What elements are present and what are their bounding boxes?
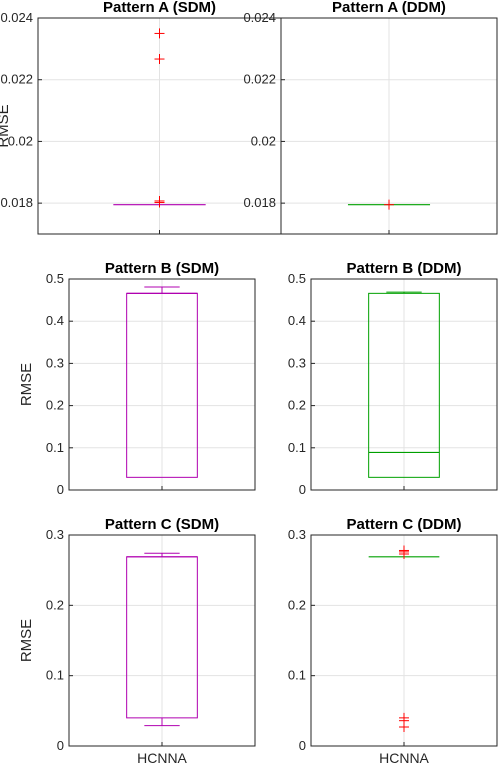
- y-tick-label: 0.022: [243, 72, 276, 87]
- chart-title: Pattern C (SDM): [105, 516, 219, 533]
- y-tick-label: 0.3: [46, 355, 64, 370]
- y-tick-label: 0.5: [46, 271, 64, 286]
- chart-title: Pattern B (SDM): [105, 260, 219, 277]
- y-tick-label: 0.1: [46, 440, 64, 455]
- y-tick-label: 0.02: [8, 133, 33, 148]
- y-axis-label: RMSE: [18, 619, 35, 662]
- y-tick-label: 0.4: [46, 313, 64, 328]
- y-tick-label: 0.5: [288, 271, 306, 286]
- outlier-marker: [154, 195, 165, 206]
- chart-panel-6: 0 0.1 0.2 0.3 Pattern C (DDM) HCNNA: [288, 516, 498, 766]
- y-tick-label: 0.2: [288, 597, 306, 612]
- y-axis-label: RMSE: [0, 104, 12, 147]
- y-tick-label: 0.3: [288, 527, 306, 542]
- y-tick-label: 0.1: [288, 440, 306, 455]
- y-axis-label: RMSE: [18, 363, 35, 406]
- x-axis-label: HCNNA: [379, 750, 429, 766]
- y-tick-label: 0.018: [243, 195, 276, 210]
- y-tick-label: 0.3: [288, 355, 306, 370]
- chart-title: Pattern C (DDM): [347, 516, 462, 533]
- chart-panel-1: 0.018 0.02 0.022 0.024 Pattern A (SDM) RMSE: [0, 0, 282, 235]
- y-tick-label: 0.2: [46, 398, 64, 413]
- outlier-marker: [154, 54, 165, 65]
- y-tick-label: 0.2: [46, 597, 64, 612]
- outlier-marker: [399, 545, 409, 556]
- y-tick-label: 0.2: [288, 398, 306, 413]
- chart-title: Pattern A (DDM): [332, 0, 446, 16]
- chart-title: Pattern A (SDM): [103, 0, 216, 16]
- chart-panel-4: 0 0.1 0.2 0.3 0.4 0.5 Pattern B (DDM): [288, 260, 498, 497]
- y-tick-label: 0.02: [251, 133, 276, 148]
- y-tick-label: 0: [57, 738, 64, 753]
- y-tick-label: 0.024: [243, 10, 276, 25]
- chart-panel-3: 0 0.1 0.2 0.3 0.4 0.5 Pattern B (SDM) RMSE: [18, 260, 256, 497]
- y-tick-label: 0.1: [288, 668, 306, 683]
- y-tick-label: 0: [299, 482, 306, 497]
- box-iqr: [368, 292, 440, 478]
- outlier-marker: [154, 28, 165, 39]
- chart-panel-2: 0.018 0.02 0.022 0.024 Pattern A (DDM): [243, 0, 498, 235]
- outlier-marker: [384, 199, 394, 210]
- x-axis-label: HCNNA: [137, 750, 187, 766]
- y-tick-label: 0.018: [0, 195, 33, 210]
- y-tick-label: 0.024: [0, 10, 33, 25]
- y-tick-label: 0.1: [46, 668, 64, 683]
- y-tick-label: 0.4: [288, 313, 306, 328]
- chart-title: Pattern B (DDM): [347, 260, 462, 277]
- y-tick-label: 0: [57, 482, 64, 497]
- outlier-marker: [399, 712, 409, 723]
- y-tick-label: 0.022: [0, 72, 33, 87]
- y-tick-label: 0.3: [46, 527, 64, 542]
- chart-panel-5: 0 0.1 0.2 0.3 Pattern C (SDM) RMSE HCNNA: [18, 516, 256, 766]
- y-tick-label: 0: [299, 738, 306, 753]
